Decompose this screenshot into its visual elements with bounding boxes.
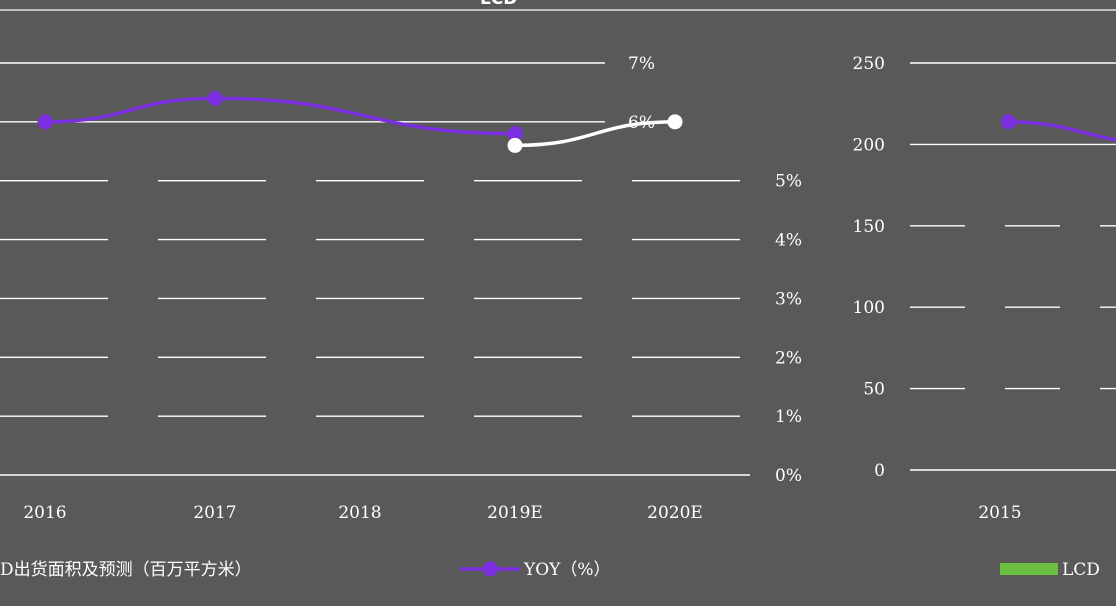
left-axis-tick-label: 200 bbox=[853, 135, 885, 155]
legend: D出货面积及预测（百万平方米） YOY（%） LCD bbox=[0, 560, 1100, 580]
chart-title: LCD bbox=[480, 0, 517, 9]
series-point bbox=[507, 126, 523, 142]
x-tick-label: 2016 bbox=[23, 503, 66, 523]
series-line bbox=[44, 96, 516, 136]
legend-label: LCD bbox=[1062, 560, 1100, 580]
right-axis-tick-label: 0% bbox=[775, 466, 802, 486]
left-axis-tick-label: 150 bbox=[853, 217, 885, 237]
series-point bbox=[207, 90, 223, 106]
legend-label: D出货面积及预测（百万平方米） bbox=[0, 560, 252, 580]
left-axis-tick-label: 100 bbox=[853, 298, 885, 318]
series-point bbox=[37, 114, 53, 130]
x-tick-label: 2015 bbox=[978, 503, 1021, 523]
legend-label: YOY（%） bbox=[523, 560, 611, 580]
right-axis-tick-label: 5% bbox=[775, 172, 802, 192]
left-axis-tick-label: 50 bbox=[863, 380, 885, 400]
right-axis-tick-label: 1% bbox=[775, 407, 802, 427]
tick-labels: 7% 6% 5% 4% 3% 2% 1% 0% 2016 2017 2018 2019E 2020E 25… bbox=[23, 54, 1021, 523]
series-line bbox=[1007, 120, 1116, 142]
right-axis-tick-label: 2% bbox=[775, 348, 802, 368]
right-axis-tick-label: 4% bbox=[775, 231, 802, 251]
x-tick-label: 2020E bbox=[647, 503, 703, 523]
series-point bbox=[507, 137, 523, 153]
series-layer bbox=[37, 90, 1116, 153]
x-tick-label: 2018 bbox=[338, 503, 381, 523]
right-axis-tick-label: 3% bbox=[775, 289, 802, 309]
x-tick-label: 2017 bbox=[193, 503, 236, 523]
legend-swatch-point bbox=[482, 561, 498, 577]
series-point bbox=[1000, 114, 1016, 130]
x-tick-label: 2019E bbox=[487, 503, 543, 523]
grid-lines bbox=[0, 62, 1116, 476]
series-point bbox=[667, 114, 683, 130]
right-axis-tick-label: 7% bbox=[628, 54, 655, 74]
left-axis-tick-label: 0 bbox=[874, 461, 885, 481]
series-line bbox=[514, 120, 676, 148]
legend-swatch-bar bbox=[1000, 563, 1058, 575]
right-axis-tick-label: 6% bbox=[628, 113, 655, 133]
left-axis-tick-label: 250 bbox=[853, 54, 885, 74]
